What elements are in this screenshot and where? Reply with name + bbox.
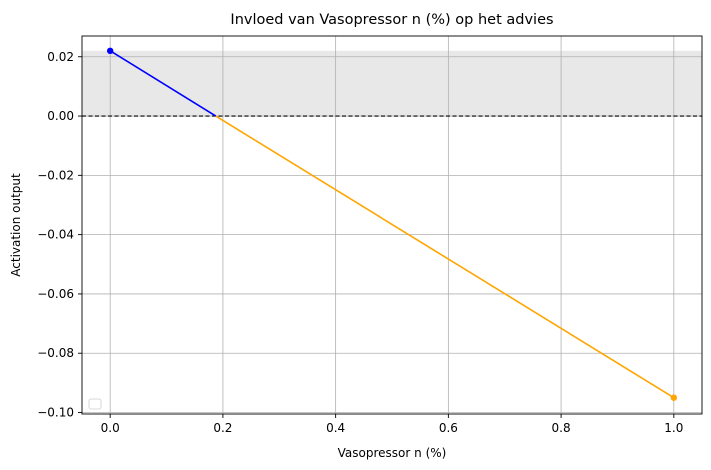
- x-tick-label-3: 0.6: [439, 421, 458, 435]
- y-tick-label-6: −0.10: [37, 406, 74, 420]
- data-point-0-0: [106, 47, 114, 55]
- x-tick-label-4: 0.8: [552, 421, 571, 435]
- x-axis-ticks: 0.0 0.2 0.4 0.6 0.8 1.0: [101, 414, 683, 435]
- x-tick-label-2: 0.4: [326, 421, 345, 435]
- x-tick-label-5: 1.0: [664, 421, 683, 435]
- y-tick-label-0: 0.02: [47, 50, 74, 64]
- shaded-band: [82, 50, 702, 117]
- series-line-1: [215, 115, 675, 399]
- y-tick-label-3: −0.04: [37, 228, 74, 242]
- legend-box: [88, 398, 102, 410]
- y-tick-label-1: 0.00: [47, 109, 74, 123]
- plot-frame: [81, 35, 703, 415]
- series-line-0: [109, 50, 217, 117]
- series-layer: [106, 47, 678, 401]
- chart-title: Invloed van Vasopressor n (%) op het adv…: [230, 12, 553, 28]
- data-point-1-1: [670, 394, 678, 401]
- x-axis-label: Vasopressor n (%): [338, 446, 447, 460]
- x-tick-label-0: 0.0: [101, 421, 120, 435]
- y-tick-label-2: −0.02: [37, 168, 74, 182]
- y-axis-label: Activation output: [9, 173, 23, 277]
- plot-area: [81, 35, 703, 415]
- y-tick-label-5: −0.08: [37, 346, 74, 360]
- x-tick-label-1: 0.2: [213, 421, 232, 435]
- y-tick-label-4: −0.06: [37, 287, 74, 301]
- y-axis-ticks: 0.02 0.00 −0.02 −0.04 −0.06 −0.08 −0.10: [37, 50, 82, 420]
